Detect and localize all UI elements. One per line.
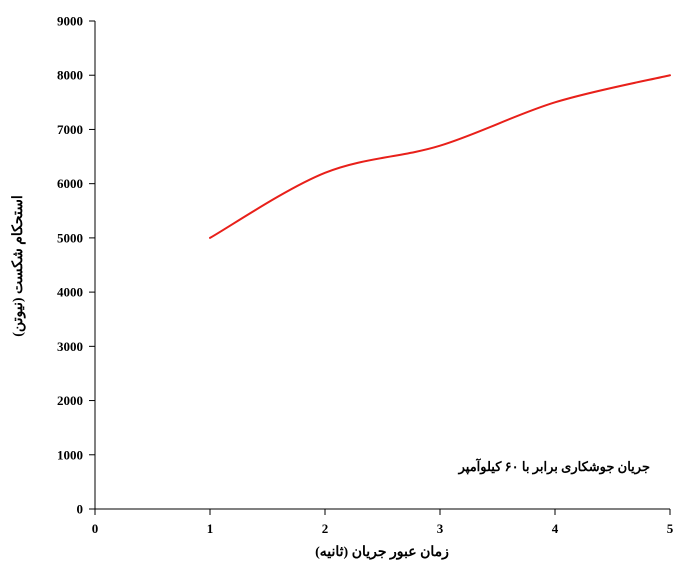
x-tick-label: 0 <box>92 521 99 536</box>
y-tick-label: 8000 <box>57 68 83 83</box>
y-tick-label: 7000 <box>57 122 83 137</box>
y-tick-label: 5000 <box>57 230 83 245</box>
y-tick-label: 3000 <box>57 339 83 354</box>
y-tick-label: 4000 <box>57 285 83 300</box>
x-tick-label: 4 <box>552 521 559 536</box>
x-tick-label: 1 <box>207 521 214 536</box>
y-tick-label: 0 <box>77 502 84 517</box>
series-line-1 <box>209 74 671 239</box>
x-tick-label: 5 <box>667 521 674 536</box>
x-axis-title: زمان عبور جریان (ثانیه) <box>315 545 449 560</box>
x-tick-label: 2 <box>322 521 329 536</box>
y-tick-label: 6000 <box>57 176 83 191</box>
y-tick-label: 9000 <box>57 14 83 29</box>
y-axis-title: استحکام شکست (نیوتن) <box>10 195 26 336</box>
x-axis: 0 1 2 3 4 5 <box>92 508 674 536</box>
x-tick-label: 3 <box>437 521 444 536</box>
y-tick-label: 2000 <box>57 393 83 408</box>
series-group <box>209 74 671 239</box>
y-tick-label: 1000 <box>57 447 83 462</box>
y-axis: 0 1000 2000 3000 4000 5000 6000 7000 8000 9000 <box>57 14 96 517</box>
chart-annotation: جریان جوشکاری برابر با ۶۰ کیلوآمپر <box>458 458 650 475</box>
